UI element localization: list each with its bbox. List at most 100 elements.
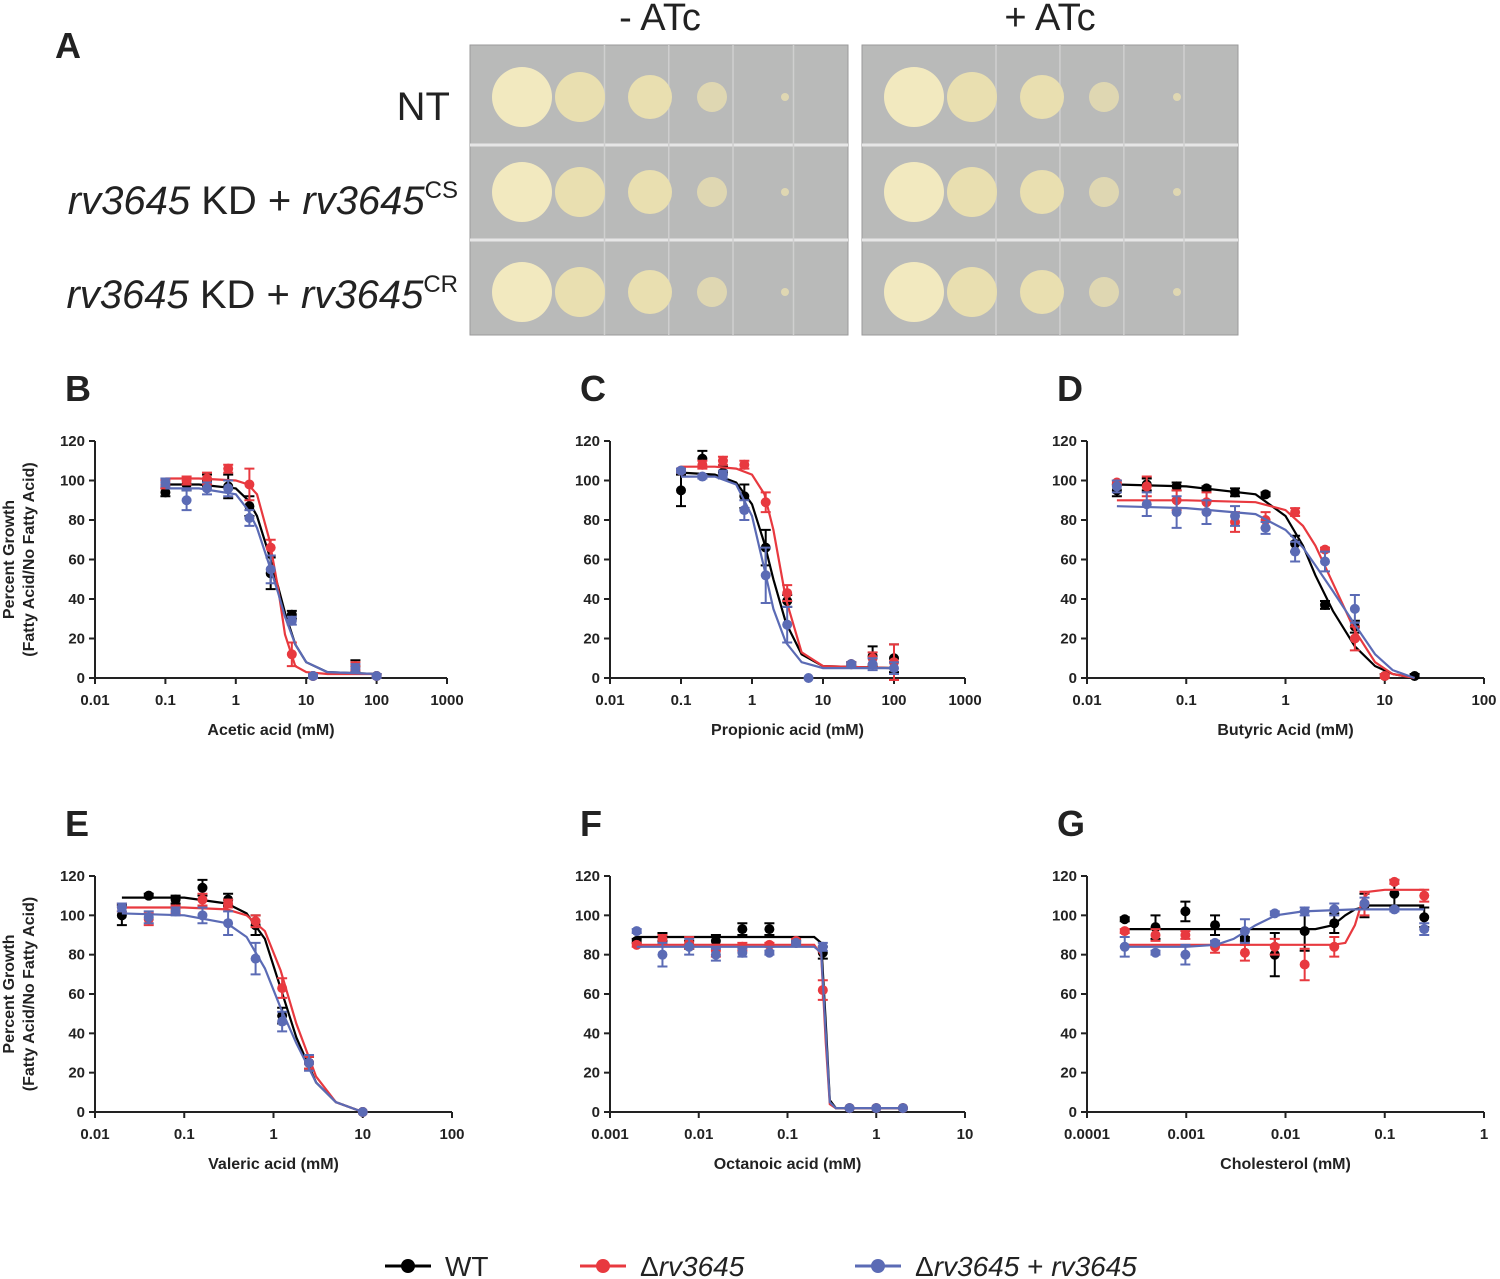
data-point: [1210, 920, 1221, 931]
colony-spot: [781, 288, 789, 296]
data-point: [371, 671, 382, 682]
data-point: [1329, 904, 1340, 915]
row-text: rv3645 KD + rv3645: [68, 179, 426, 223]
data-point: [817, 941, 828, 952]
data-point: [1230, 511, 1241, 522]
y-tick-label: 120: [60, 433, 85, 450]
x-tick-label: 10: [815, 692, 832, 709]
data-point: [1419, 924, 1430, 935]
x-axis-title: Propionic acid (mM): [711, 722, 864, 739]
y-tick-label: 0: [1069, 1104, 1077, 1121]
data-point: [657, 949, 668, 960]
data-point: [782, 619, 793, 630]
y-tick-label: 40: [583, 591, 600, 608]
data-point: [170, 894, 181, 905]
colony-spot: [947, 72, 997, 122]
colony-spot: [697, 277, 727, 307]
data-point: [1290, 507, 1301, 518]
y-tick-label: 100: [60, 907, 85, 924]
colony-spot: [492, 162, 552, 222]
plate-photos: [469, 44, 1239, 336]
data-point: [1319, 556, 1330, 567]
x-tick-label: 100: [439, 1126, 464, 1143]
y-tick-label: 20: [68, 631, 85, 648]
data-point: [181, 495, 192, 506]
x-tick-label: 10: [354, 1126, 371, 1143]
legend-label: Δrv3645 + rv3645: [915, 1251, 1137, 1279]
data-point: [1180, 930, 1191, 940]
data-point: [160, 487, 171, 498]
data-point: [1329, 941, 1340, 952]
colony-spot: [697, 82, 727, 112]
data-point: [1389, 904, 1400, 915]
colony-spot: [947, 167, 997, 217]
data-point: [223, 483, 234, 494]
y-tick-label: 80: [1060, 512, 1077, 529]
data-point: [1379, 671, 1390, 682]
x-axis-title: Octanoic acid (mM): [714, 1156, 862, 1173]
x-tick-label: 0.0001: [1064, 1126, 1110, 1143]
data-point: [1329, 918, 1340, 929]
data-point: [897, 1103, 908, 1114]
data-point: [308, 671, 319, 682]
x-axis-title: Acetic acid (mM): [207, 722, 334, 739]
y-tick-label: 120: [1052, 868, 1077, 885]
y-axis-title: (Fatty Acid/No Fatty Acid): [21, 897, 38, 1091]
data-point: [1119, 941, 1130, 952]
colony-spot: [555, 72, 605, 122]
data-point: [244, 513, 255, 524]
y-tick-label: 60: [583, 552, 600, 569]
colony-spot: [947, 267, 997, 317]
data-point: [202, 473, 213, 484]
data-point: [676, 485, 686, 496]
colony-spot: [1173, 288, 1181, 296]
colony-spot: [628, 270, 672, 314]
colony-spot: [1020, 170, 1064, 214]
data-point: [1210, 937, 1221, 948]
panel-label: F: [580, 803, 602, 844]
data-point: [197, 894, 208, 905]
data-point: [889, 663, 899, 674]
data-point: [697, 471, 708, 482]
colony-spot: [1020, 270, 1064, 314]
data-point: [697, 459, 708, 470]
fit-curve: [636, 945, 903, 1110]
data-point: [710, 949, 721, 960]
x-tick-label: 0.01: [1072, 692, 1101, 709]
row-superscript: CR: [423, 271, 458, 298]
fit-curve: [165, 487, 377, 676]
y-tick-label: 20: [68, 1065, 85, 1082]
x-tick-label: 0.1: [1176, 692, 1197, 709]
data-point: [1171, 507, 1182, 518]
data-point: [1389, 888, 1400, 899]
x-tick-label: 0.01: [1271, 1126, 1300, 1143]
x-tick-label: 10: [957, 1126, 974, 1143]
y-tick-label: 20: [1060, 1065, 1077, 1082]
x-tick-label: 0.01: [80, 1126, 109, 1143]
data-point: [1299, 926, 1310, 937]
y-tick-label: 60: [1060, 986, 1077, 1003]
y-tick-label: 0: [1069, 670, 1077, 687]
data-point: [1359, 898, 1370, 909]
x-tick-label: 1000: [948, 692, 981, 709]
x-tick-label: 0.1: [155, 692, 176, 709]
data-point: [1419, 890, 1430, 901]
fit-curve: [1124, 888, 1425, 946]
y-tick-label: 100: [1052, 473, 1077, 490]
legend: WT Δrv3645 Δrv3645 + rv3645: [385, 1251, 1137, 1279]
data-point: [1141, 499, 1152, 510]
data-point: [1299, 906, 1310, 917]
y-tick-label: 120: [575, 433, 600, 450]
colony-spot: [781, 93, 789, 101]
data-point: [764, 947, 775, 958]
x-tick-label: 1000: [430, 692, 463, 709]
x-axis-title: Butyric Acid (mM): [1217, 722, 1353, 739]
data-point: [1239, 947, 1250, 958]
data-point: [1180, 906, 1191, 917]
data-point: [791, 937, 802, 948]
y-tick-label: 120: [575, 868, 600, 885]
y-tick-label: 100: [575, 907, 600, 924]
data-point: [250, 916, 261, 927]
